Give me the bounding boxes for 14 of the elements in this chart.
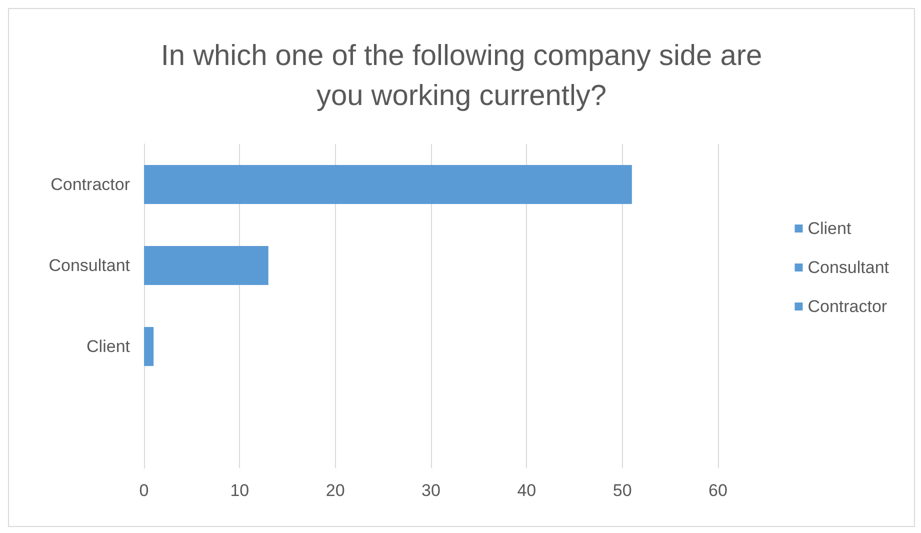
- chart-title: In which one of the following company side are you working currently?: [160, 40, 762, 112]
- legend-label: Client: [808, 219, 852, 238]
- x-tick-label: 60: [708, 481, 728, 500]
- y-tick-label: Consultant: [48, 256, 130, 275]
- x-tick-label: 0: [139, 481, 149, 500]
- y-tick-label: Contractor: [50, 175, 130, 194]
- legend-label: Contractor: [808, 297, 888, 316]
- x-tick-label: 10: [230, 481, 250, 500]
- x-tick-label: 20: [326, 481, 345, 500]
- x-tick-label: 50: [612, 481, 632, 500]
- x-tick-label: 40: [517, 481, 536, 500]
- x-tick-label: 30: [422, 481, 440, 500]
- legend-label: Consultant: [808, 258, 890, 277]
- y-tick-label: Client: [86, 337, 130, 356]
